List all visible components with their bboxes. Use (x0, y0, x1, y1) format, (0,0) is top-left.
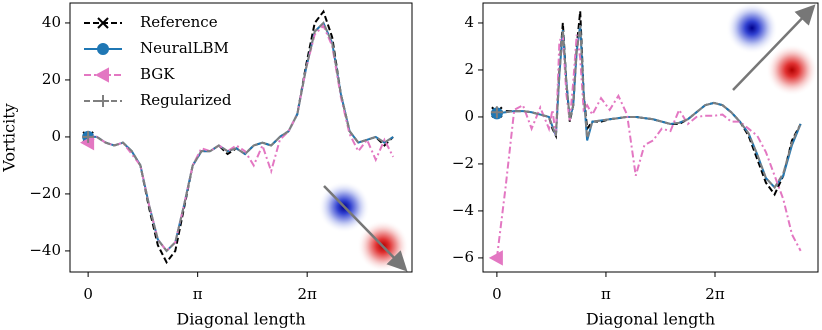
inset-left (318, 181, 409, 272)
axes-frame (69, 2, 413, 273)
diagonal-arrow (732, 4, 816, 91)
marker (97, 43, 109, 55)
y-tick-label: −4 (452, 201, 474, 219)
y-tick-label: 4 (464, 13, 474, 31)
x-tick-label: π (193, 285, 203, 303)
diagonal-arrow (323, 185, 408, 272)
series-line (496, 25, 802, 189)
legend-label: Regularized (140, 91, 232, 109)
marker (490, 106, 503, 119)
series-line (88, 21, 394, 253)
x-tick-label: π (601, 285, 611, 303)
x-tick-label: 2π (297, 285, 317, 303)
x-tick-label: 0 (492, 285, 502, 303)
y-tick-label: 40 (42, 13, 61, 31)
y-tick-label: −2 (452, 154, 474, 172)
vortex-red (766, 44, 818, 96)
plot-area (495, 11, 802, 259)
series-line (495, 30, 802, 259)
x-tick-label: 2π (705, 285, 725, 303)
inset-right (726, 2, 818, 96)
y-tick-label: −6 (452, 248, 474, 266)
y-axis-label: Vorticity (0, 103, 19, 172)
marker (97, 95, 109, 107)
y-tick-label: 0 (51, 127, 61, 145)
legend-label: NeuralLBM (140, 39, 229, 57)
x-axis-label: Diagonal length (586, 310, 715, 329)
y-tick-label: −20 (29, 184, 61, 202)
marker (82, 130, 95, 143)
marker (94, 67, 109, 83)
y-tick-label: −40 (29, 241, 61, 259)
x-tick-label: 0 (83, 285, 93, 303)
y-tick-label: 2 (464, 60, 474, 78)
legend-label: Reference (140, 13, 218, 31)
axes-frame (482, 2, 819, 273)
marker (488, 250, 503, 266)
legend-label: BGK (140, 65, 175, 83)
x-axis-label: Diagonal length (176, 310, 305, 329)
plot-area (87, 9, 395, 265)
vortex-blue (726, 2, 778, 54)
y-tick-label: 0 (464, 107, 474, 125)
marker (97, 17, 109, 29)
y-tick-label: 20 (42, 70, 61, 88)
